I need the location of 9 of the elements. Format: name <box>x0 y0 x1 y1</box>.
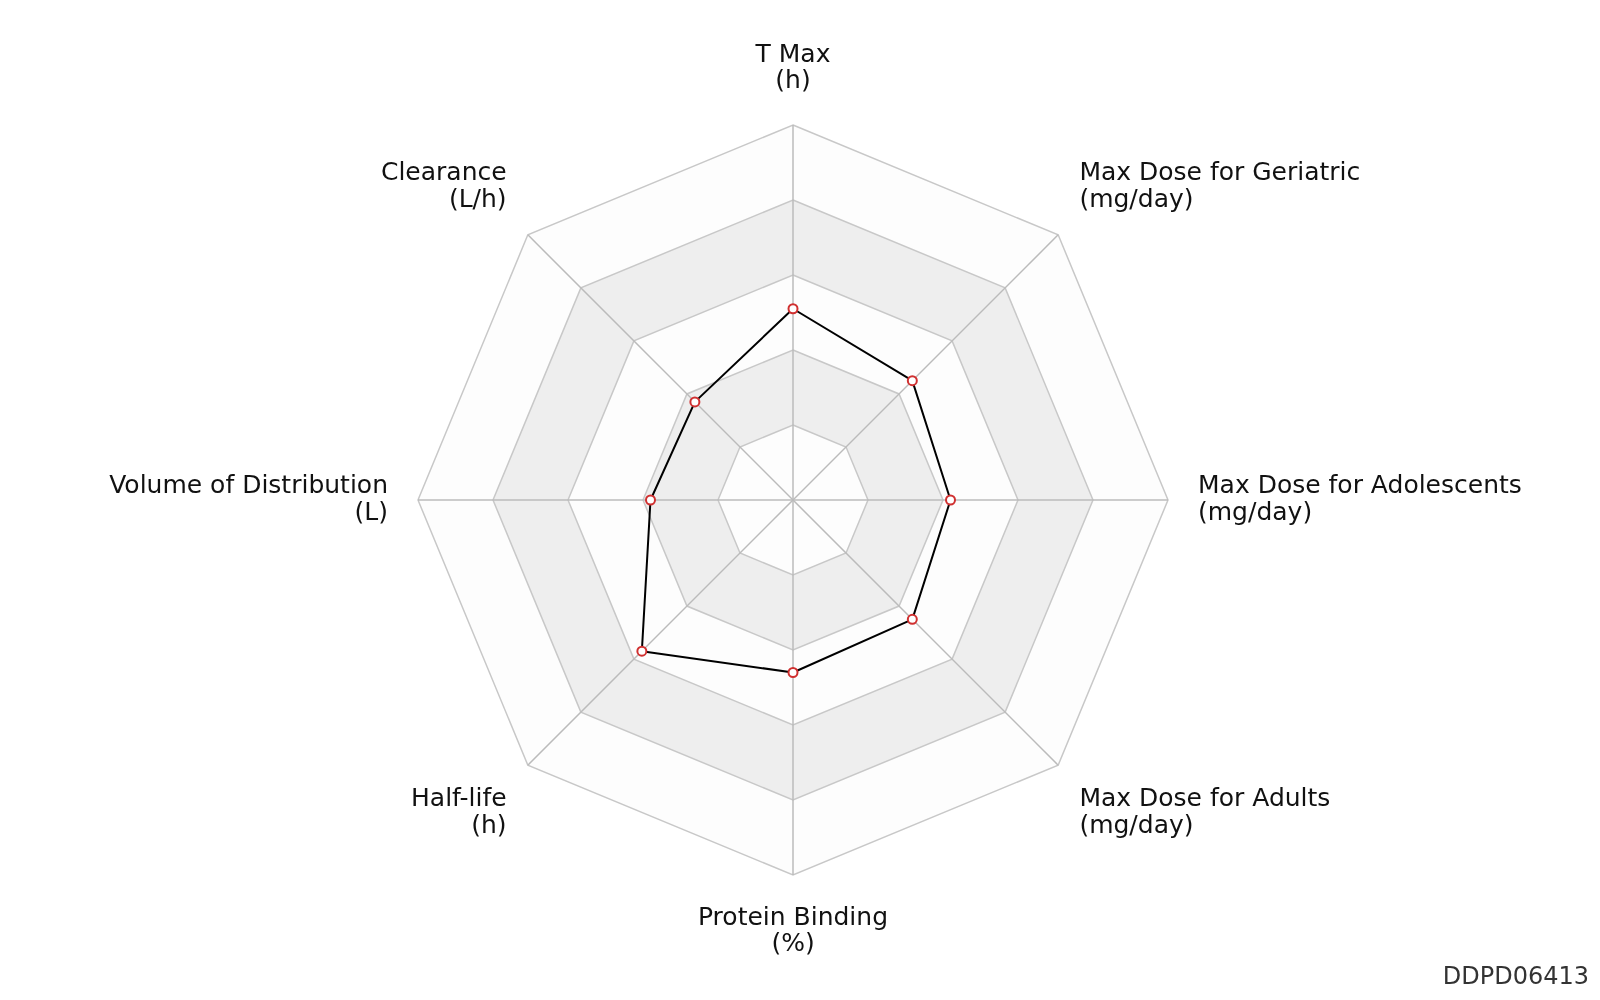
text: DDPD06413 <box>1442 962 1589 990</box>
spoke-label: Protein Binding (%) <box>697 901 889 958</box>
spoke-label: Max Dose for Geriatric (mg/day) <box>1079 157 1361 213</box>
spoke-label: Max Dose for Adults (mg/day) <box>1079 783 1331 839</box>
spoke-label: Clearance (L/h) <box>380 157 507 213</box>
spoke-label: Volume of Distribution (L) <box>109 470 388 526</box>
spoke-label: Max Dose for Adolescents (mg/day) <box>1198 470 1522 526</box>
spoke-label: Half-life (h) <box>411 783 507 839</box>
spoke-label: T Max (h) <box>754 38 831 95</box>
